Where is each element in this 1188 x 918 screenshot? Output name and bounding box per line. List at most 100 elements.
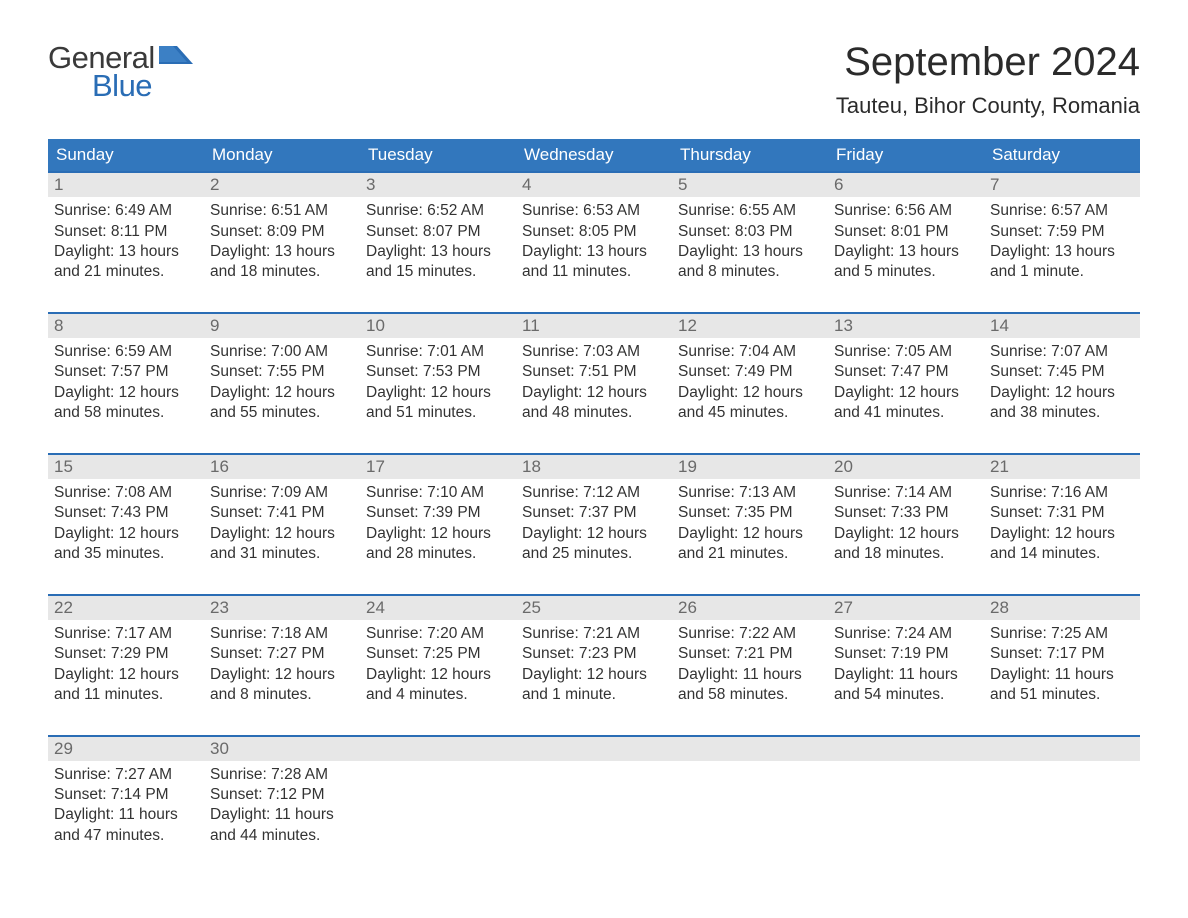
weekday-header: Saturday	[984, 139, 1140, 171]
day-cell: 27Sunrise: 7:24 AMSunset: 7:19 PMDayligh…	[828, 596, 984, 707]
day-content: Sunrise: 7:04 AMSunset: 7:49 PMDaylight:…	[672, 338, 828, 425]
sunset-line: Sunset: 7:35 PM	[678, 503, 822, 523]
day-number: 3	[360, 173, 516, 197]
sunset-line: Sunset: 7:25 PM	[366, 644, 510, 664]
day-cell: 9Sunrise: 7:00 AMSunset: 7:55 PMDaylight…	[204, 314, 360, 425]
logo: General Blue	[48, 40, 193, 104]
day-number: 9	[204, 314, 360, 338]
daylight-line: Daylight: 13 hours	[834, 242, 978, 262]
day-cell: 22Sunrise: 7:17 AMSunset: 7:29 PMDayligh…	[48, 596, 204, 707]
day-cell: 2Sunrise: 6:51 AMSunset: 8:09 PMDaylight…	[204, 173, 360, 284]
daylight-line: and 14 minutes.	[990, 544, 1134, 564]
sunrise-line: Sunrise: 6:52 AM	[366, 201, 510, 221]
sunrise-line: Sunrise: 7:10 AM	[366, 483, 510, 503]
month-title: September 2024	[836, 40, 1140, 85]
sunset-line: Sunset: 7:43 PM	[54, 503, 198, 523]
day-number: 8	[48, 314, 204, 338]
sunrise-line: Sunrise: 6:57 AM	[990, 201, 1134, 221]
daylight-line: Daylight: 13 hours	[678, 242, 822, 262]
daylight-line: Daylight: 11 hours	[678, 665, 822, 685]
day-number: 21	[984, 455, 1140, 479]
daylight-line: Daylight: 12 hours	[522, 665, 666, 685]
day-cell: 23Sunrise: 7:18 AMSunset: 7:27 PMDayligh…	[204, 596, 360, 707]
day-content: Sunrise: 7:21 AMSunset: 7:23 PMDaylight:…	[516, 620, 672, 707]
daylight-line: Daylight: 12 hours	[990, 524, 1134, 544]
sunrise-line: Sunrise: 6:51 AM	[210, 201, 354, 221]
day-number: 24	[360, 596, 516, 620]
sunrise-line: Sunrise: 7:28 AM	[210, 765, 354, 785]
day-content: Sunrise: 6:56 AMSunset: 8:01 PMDaylight:…	[828, 197, 984, 284]
daylight-line: and 55 minutes.	[210, 403, 354, 423]
week-row: 29Sunrise: 7:27 AMSunset: 7:14 PMDayligh…	[48, 735, 1140, 848]
sunrise-line: Sunrise: 7:00 AM	[210, 342, 354, 362]
sunset-line: Sunset: 7:57 PM	[54, 362, 198, 382]
daylight-line: Daylight: 12 hours	[366, 383, 510, 403]
day-cell: 25Sunrise: 7:21 AMSunset: 7:23 PMDayligh…	[516, 596, 672, 707]
daylight-line: Daylight: 12 hours	[366, 524, 510, 544]
daylight-line: Daylight: 11 hours	[990, 665, 1134, 685]
day-number: 17	[360, 455, 516, 479]
day-number: 28	[984, 596, 1140, 620]
daylight-line: and 58 minutes.	[678, 685, 822, 705]
sunset-line: Sunset: 7:23 PM	[522, 644, 666, 664]
weekday-header: Tuesday	[360, 139, 516, 171]
day-cell: 29Sunrise: 7:27 AMSunset: 7:14 PMDayligh…	[48, 737, 204, 848]
sunset-line: Sunset: 8:09 PM	[210, 222, 354, 242]
sunset-line: Sunset: 8:03 PM	[678, 222, 822, 242]
daylight-line: and 54 minutes.	[834, 685, 978, 705]
daylight-line: Daylight: 12 hours	[834, 524, 978, 544]
day-number: 20	[828, 455, 984, 479]
day-number: 30	[204, 737, 360, 761]
page-header: General Blue September 2024 Tauteu, Biho…	[48, 40, 1140, 119]
daylight-line: and 18 minutes.	[210, 262, 354, 282]
daylight-line: and 41 minutes.	[834, 403, 978, 423]
daylight-line: Daylight: 12 hours	[834, 383, 978, 403]
day-number: 23	[204, 596, 360, 620]
day-number-empty	[672, 737, 828, 761]
day-number-empty	[828, 737, 984, 761]
day-number: 5	[672, 173, 828, 197]
day-number: 10	[360, 314, 516, 338]
day-content: Sunrise: 6:52 AMSunset: 8:07 PMDaylight:…	[360, 197, 516, 284]
daylight-line: and 1 minute.	[522, 685, 666, 705]
day-content: Sunrise: 7:24 AMSunset: 7:19 PMDaylight:…	[828, 620, 984, 707]
day-cell: 28Sunrise: 7:25 AMSunset: 7:17 PMDayligh…	[984, 596, 1140, 707]
sunrise-line: Sunrise: 7:24 AM	[834, 624, 978, 644]
day-cell: 10Sunrise: 7:01 AMSunset: 7:53 PMDayligh…	[360, 314, 516, 425]
daylight-line: and 18 minutes.	[834, 544, 978, 564]
daylight-line: and 35 minutes.	[54, 544, 198, 564]
day-cell: 4Sunrise: 6:53 AMSunset: 8:05 PMDaylight…	[516, 173, 672, 284]
daylight-line: Daylight: 12 hours	[210, 665, 354, 685]
sunrise-line: Sunrise: 7:09 AM	[210, 483, 354, 503]
day-cell: 14Sunrise: 7:07 AMSunset: 7:45 PMDayligh…	[984, 314, 1140, 425]
sunrise-line: Sunrise: 6:49 AM	[54, 201, 198, 221]
sunrise-line: Sunrise: 7:22 AM	[678, 624, 822, 644]
day-number: 11	[516, 314, 672, 338]
week-row: 1Sunrise: 6:49 AMSunset: 8:11 PMDaylight…	[48, 171, 1140, 284]
daylight-line: and 8 minutes.	[210, 685, 354, 705]
weekday-header: Thursday	[672, 139, 828, 171]
daylight-line: and 21 minutes.	[54, 262, 198, 282]
sunset-line: Sunset: 7:27 PM	[210, 644, 354, 664]
daylight-line: Daylight: 11 hours	[834, 665, 978, 685]
daylight-line: and 11 minutes.	[522, 262, 666, 282]
day-number-empty	[516, 737, 672, 761]
day-content: Sunrise: 7:05 AMSunset: 7:47 PMDaylight:…	[828, 338, 984, 425]
day-content: Sunrise: 6:49 AMSunset: 8:11 PMDaylight:…	[48, 197, 204, 284]
day-number: 12	[672, 314, 828, 338]
weekday-header: Wednesday	[516, 139, 672, 171]
daylight-line: and 47 minutes.	[54, 826, 198, 846]
daylight-line: Daylight: 12 hours	[522, 383, 666, 403]
sunrise-line: Sunrise: 7:01 AM	[366, 342, 510, 362]
location-subtitle: Tauteu, Bihor County, Romania	[836, 93, 1140, 119]
sunset-line: Sunset: 7:41 PM	[210, 503, 354, 523]
sunset-line: Sunset: 7:59 PM	[990, 222, 1134, 242]
daylight-line: and 38 minutes.	[990, 403, 1134, 423]
day-cell: 13Sunrise: 7:05 AMSunset: 7:47 PMDayligh…	[828, 314, 984, 425]
day-cell: 1Sunrise: 6:49 AMSunset: 8:11 PMDaylight…	[48, 173, 204, 284]
week-row: 22Sunrise: 7:17 AMSunset: 7:29 PMDayligh…	[48, 594, 1140, 707]
daylight-line: Daylight: 12 hours	[210, 524, 354, 544]
day-cell: 3Sunrise: 6:52 AMSunset: 8:07 PMDaylight…	[360, 173, 516, 284]
day-number: 27	[828, 596, 984, 620]
day-content: Sunrise: 6:53 AMSunset: 8:05 PMDaylight:…	[516, 197, 672, 284]
